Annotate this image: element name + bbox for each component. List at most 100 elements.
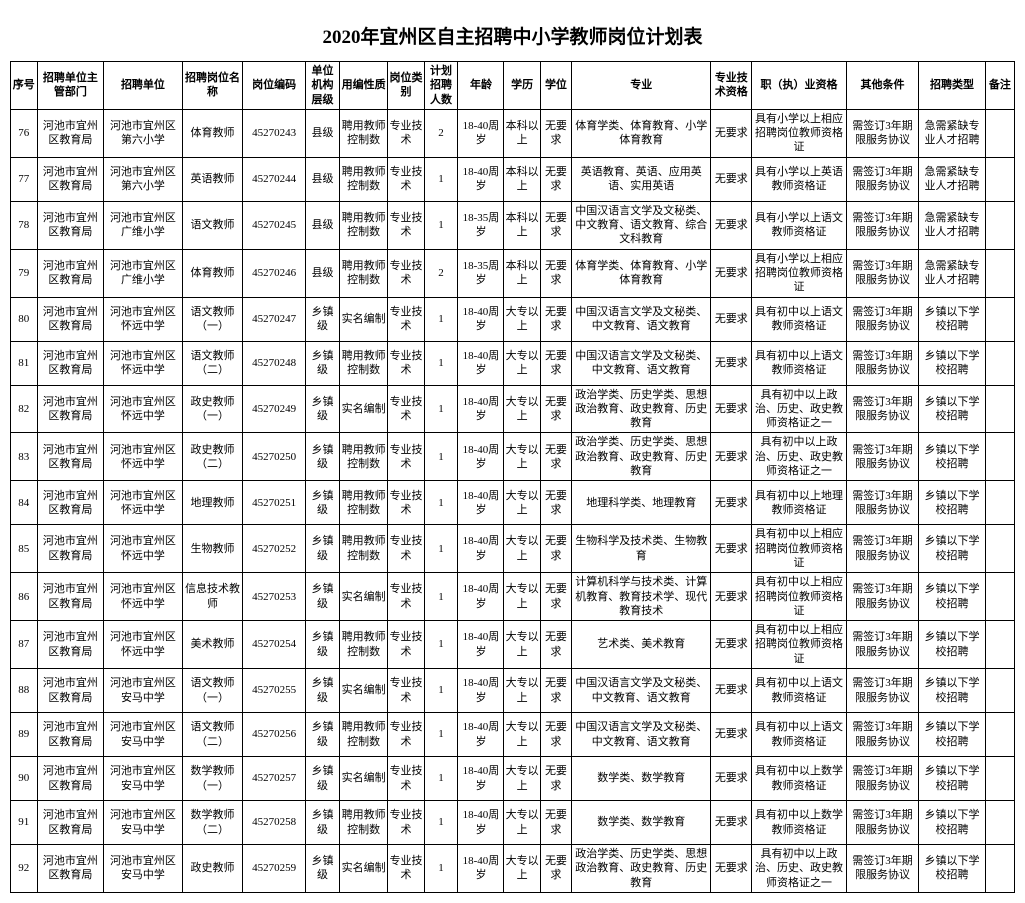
- cell-note: [985, 249, 1014, 297]
- cell-level: 乡镇级: [306, 573, 340, 621]
- cell-note: [985, 157, 1014, 201]
- cell-seq: 92: [11, 845, 38, 893]
- cell-note: [985, 845, 1014, 893]
- cell-code: 45270259: [243, 845, 306, 893]
- cell-dept: 河池市宜州区教育局: [37, 801, 104, 845]
- cell-qual: 具有初中以上语文教师资格证: [752, 297, 846, 341]
- cell-cat: 专业技术: [388, 621, 424, 669]
- th-cat: 岗位类别: [388, 62, 424, 110]
- cell-major: 体育学类、体育教育、小学体育教育: [572, 249, 711, 297]
- cell-qual: 具有小学以上语文教师资格证: [752, 201, 846, 249]
- table-row: 86河池市宜州区教育局河池市宜州区怀远中学信息技术教师45270253乡镇级实名…: [11, 573, 1015, 621]
- cell-age: 18-40周岁: [458, 801, 504, 845]
- cell-edu: 大专以上: [504, 757, 540, 801]
- cell-other: 需签订3年期限服务协议: [846, 341, 919, 385]
- cell-qual: 具有初中以上数学教师资格证: [752, 801, 846, 845]
- cell-note: [985, 713, 1014, 757]
- cell-code: 45270244: [243, 157, 306, 201]
- cell-other: 需签订3年期限服务协议: [846, 757, 919, 801]
- cell-dept: 河池市宜州区教育局: [37, 341, 104, 385]
- cell-level: 乡镇级: [306, 621, 340, 669]
- cell-level: 县级: [306, 249, 340, 297]
- cell-seq: 88: [11, 669, 38, 713]
- table-row: 87河池市宜州区教育局河池市宜州区怀远中学美术教师45270254乡镇级聘用教师…: [11, 621, 1015, 669]
- cell-degree: 无要求: [540, 757, 571, 801]
- cell-count: 1: [424, 621, 458, 669]
- table-row: 79河池市宜州区教育局河池市宜州区广维小学体育教师45270246县级聘用教师控…: [11, 249, 1015, 297]
- cell-other: 需签订3年期限服务协议: [846, 201, 919, 249]
- cell-note: [985, 669, 1014, 713]
- cell-postname: 英语教师: [182, 157, 242, 201]
- cell-tech: 无要求: [711, 621, 752, 669]
- th-qual: 职（执）业资格: [752, 62, 846, 110]
- cell-other: 需签订3年期限服务协议: [846, 109, 919, 157]
- cell-level: 乡镇级: [306, 433, 340, 481]
- cell-seq: 85: [11, 525, 38, 573]
- cell-age: 18-40周岁: [458, 481, 504, 525]
- cell-seq: 89: [11, 713, 38, 757]
- cell-cat: 专业技术: [388, 573, 424, 621]
- th-unit: 招聘单位: [104, 62, 183, 110]
- cell-unit: 河池市宜州区怀远中学: [104, 433, 183, 481]
- cell-cat: 专业技术: [388, 433, 424, 481]
- cell-count: 1: [424, 669, 458, 713]
- cell-degree: 无要求: [540, 341, 571, 385]
- cell-count: 1: [424, 801, 458, 845]
- cell-unit: 河池市宜州区广维小学: [104, 201, 183, 249]
- cell-other: 需签订3年期限服务协议: [846, 297, 919, 341]
- cell-count: 2: [424, 109, 458, 157]
- cell-age: 18-40周岁: [458, 157, 504, 201]
- cell-level: 乡镇级: [306, 713, 340, 757]
- cell-edu: 大专以上: [504, 801, 540, 845]
- cell-nature: 聘用教师控制数: [339, 481, 387, 525]
- cell-unit: 河池市宜州区怀远中学: [104, 525, 183, 573]
- cell-seq: 83: [11, 433, 38, 481]
- cell-level: 乡镇级: [306, 297, 340, 341]
- cell-dept: 河池市宜州区教育局: [37, 481, 104, 525]
- cell-unit: 河池市宜州区怀远中学: [104, 481, 183, 525]
- cell-age: 18-40周岁: [458, 573, 504, 621]
- cell-tech: 无要求: [711, 157, 752, 201]
- cell-code: 45270249: [243, 385, 306, 433]
- cell-type: 乡镇以下学校招聘: [919, 481, 986, 525]
- cell-edu: 本科以上: [504, 249, 540, 297]
- cell-tech: 无要求: [711, 341, 752, 385]
- table-row: 81河池市宜州区教育局河池市宜州区怀远中学语文教师（二）45270248乡镇级聘…: [11, 341, 1015, 385]
- cell-code: 45270251: [243, 481, 306, 525]
- cell-edu: 大专以上: [504, 573, 540, 621]
- cell-type: 乡镇以下学校招聘: [919, 525, 986, 573]
- cell-tech: 无要求: [711, 669, 752, 713]
- cell-postname: 语文教师: [182, 201, 242, 249]
- cell-age: 18-40周岁: [458, 297, 504, 341]
- cell-nature: 聘用教师控制数: [339, 621, 387, 669]
- cell-dept: 河池市宜州区教育局: [37, 845, 104, 893]
- cell-note: [985, 341, 1014, 385]
- cell-count: 1: [424, 481, 458, 525]
- cell-other: 需签订3年期限服务协议: [846, 573, 919, 621]
- cell-other: 需签订3年期限服务协议: [846, 845, 919, 893]
- cell-count: 1: [424, 341, 458, 385]
- cell-dept: 河池市宜州区教育局: [37, 525, 104, 573]
- cell-seq: 87: [11, 621, 38, 669]
- cell-major: 艺术类、美术教育: [572, 621, 711, 669]
- cell-dept: 河池市宜州区教育局: [37, 757, 104, 801]
- cell-seq: 76: [11, 109, 38, 157]
- cell-cat: 专业技术: [388, 801, 424, 845]
- cell-degree: 无要求: [540, 481, 571, 525]
- cell-note: [985, 385, 1014, 433]
- cell-postname: 语文教师（二）: [182, 713, 242, 757]
- cell-cat: 专业技术: [388, 385, 424, 433]
- cell-cat: 专业技术: [388, 341, 424, 385]
- cell-seq: 78: [11, 201, 38, 249]
- cell-note: [985, 297, 1014, 341]
- cell-level: 乡镇级: [306, 801, 340, 845]
- cell-type: 乡镇以下学校招聘: [919, 433, 986, 481]
- cell-type: 乡镇以下学校招聘: [919, 845, 986, 893]
- cell-nature: 聘用教师控制数: [339, 525, 387, 573]
- cell-code: 45270243: [243, 109, 306, 157]
- table-row: 85河池市宜州区教育局河池市宜州区怀远中学生物教师45270252乡镇级聘用教师…: [11, 525, 1015, 573]
- cell-degree: 无要求: [540, 713, 571, 757]
- cell-count: 1: [424, 845, 458, 893]
- cell-code: 45270252: [243, 525, 306, 573]
- cell-tech: 无要求: [711, 573, 752, 621]
